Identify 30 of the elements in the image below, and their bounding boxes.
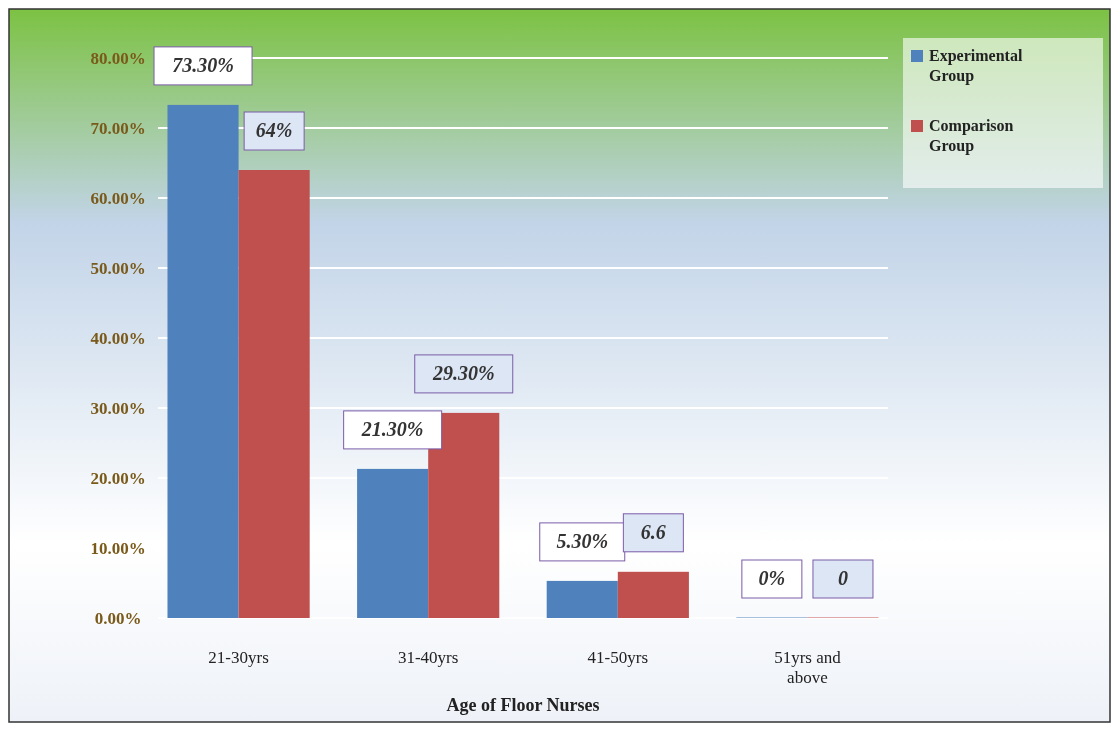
data-label: 29.30% xyxy=(431,361,495,384)
x-tick-label: 51yrs and above xyxy=(774,648,842,687)
x-tick-label: 31-40yrs xyxy=(397,648,459,667)
bar xyxy=(357,468,429,618)
legend-label: Experimental Group xyxy=(929,47,1023,85)
bar xyxy=(428,412,500,618)
bar xyxy=(238,170,310,618)
legend-label: Comparison Group xyxy=(929,117,1014,155)
data-label: 5.30% xyxy=(556,529,609,552)
data-label: 0 xyxy=(837,567,848,589)
y-tick-label: 30.00% xyxy=(90,398,146,418)
y-tick-label: 60.00% xyxy=(90,188,146,208)
y-tick-label: 70.00% xyxy=(90,118,146,138)
y-tick-label: 20.00% xyxy=(90,468,146,488)
data-label: 73.30% xyxy=(172,53,234,76)
y-tick-label: 0.00% xyxy=(94,608,142,628)
y-tick-label: 10.00% xyxy=(90,538,146,558)
y-tick-label: 40.00% xyxy=(90,328,146,348)
data-label: 21.30% xyxy=(360,417,424,440)
data-label: 64% xyxy=(255,119,293,141)
y-tick-label: 80.00% xyxy=(90,48,146,68)
x-tick-label: 41-50yrs xyxy=(587,648,649,667)
bar xyxy=(617,571,689,618)
y-tick-label: 50.00% xyxy=(90,258,146,278)
x-axis-title: Age of Floor Nurses xyxy=(446,695,600,715)
data-label: 0% xyxy=(758,567,786,589)
x-tick-label: 21-30yrs xyxy=(208,648,269,667)
bar xyxy=(167,104,239,618)
data-label: 6.6 xyxy=(640,520,666,543)
bar xyxy=(546,580,618,618)
